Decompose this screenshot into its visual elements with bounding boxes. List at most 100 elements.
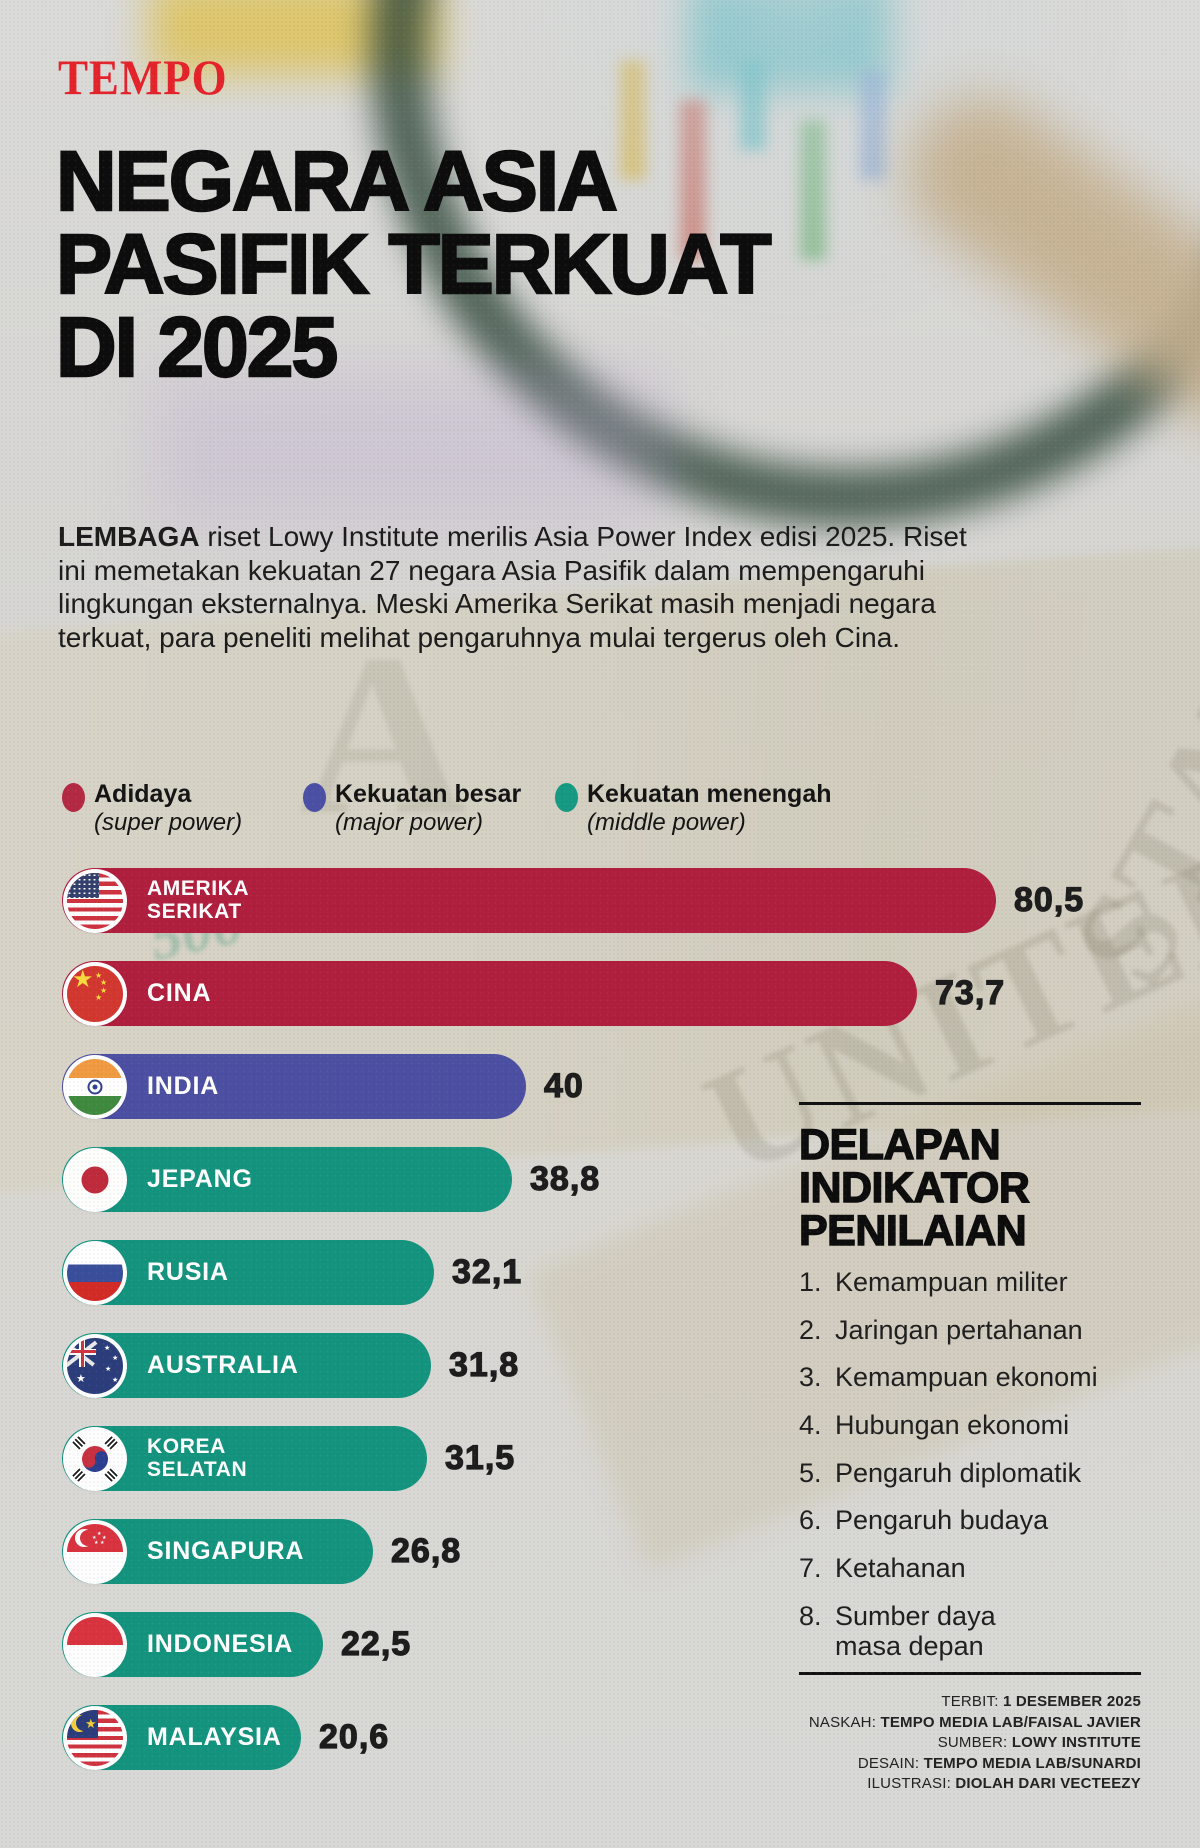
bar-row: JEPANG 38,8: [62, 1147, 1084, 1212]
bar-label: INDONESIA: [147, 1630, 294, 1659]
legend-dot-icon: [62, 783, 85, 812]
bar-id: INDONESIA: [62, 1612, 323, 1677]
flag-sg-icon: ★ ★ ★ ★ ★: [67, 1523, 123, 1580]
bar-sg: ★ ★ ★ ★ ★ SINGAPURA: [62, 1519, 373, 1584]
bar-my: ★ MALAYSIA: [62, 1705, 301, 1770]
flag-us-icon: [67, 872, 123, 929]
bar-cn: ★ ★ ★ ★ ★ CINA: [62, 961, 917, 1026]
bar-label: AMERIKA SERIKAT: [147, 877, 250, 923]
credit-label: TERBIT:: [941, 1693, 1003, 1710]
bar-value: 22,5: [340, 1624, 412, 1663]
flag-cn-icon: ★ ★ ★ ★ ★: [67, 965, 123, 1022]
credit-label: SUMBER:: [937, 1734, 1012, 1751]
title-line-3: DI 2025: [55, 300, 340, 395]
legend-item: Kekuatan besar (major power): [303, 780, 521, 836]
indicator-number: 6.: [799, 1505, 822, 1536]
credit-label: ILUSTRASI:: [867, 1775, 956, 1792]
flag-id-icon: [67, 1616, 123, 1673]
credit-value: DIOLAH DARI VECTEEZY: [955, 1775, 1141, 1792]
indicators-heading-line-2: INDIKATOR: [798, 1164, 1030, 1212]
credit-line: TERBIT: 1 DESEMBER 2025: [799, 1692, 1141, 1713]
bar-row: AMERIKA SERIKAT 80,5: [62, 868, 1084, 933]
indicator-number: 5.: [799, 1457, 822, 1488]
bar-row: ★ ★ ★ ★ ★ AUSTRALIA 31,8: [62, 1333, 1084, 1398]
flag-kr-icon: [67, 1430, 123, 1487]
bar-row: ★ MALAYSIA 20,6: [62, 1705, 1084, 1770]
bar-value: 80,5: [1013, 880, 1085, 919]
divider: [799, 1102, 1141, 1105]
indicator-item: 2. Jaringan pertahanan: [799, 1314, 1141, 1346]
indicator-number: 7.: [799, 1553, 822, 1584]
indicator-item: 3. Kemampuan ekonomi: [799, 1363, 1141, 1393]
flag-in-icon: [67, 1058, 123, 1115]
bar-label: AUSTRALIA: [147, 1351, 299, 1380]
indicator-text: Kemampuan militer: [835, 1267, 1068, 1297]
bar-value: 31,8: [448, 1345, 520, 1384]
bar-ru: RUSIA: [62, 1240, 434, 1305]
indicator-text: Sumber daya masa depan: [835, 1600, 996, 1661]
indicators-heading: DELAPAN INDIKATOR PENILAIAN: [798, 1121, 1030, 1255]
indicator-text: Pengaruh budaya: [835, 1505, 1049, 1536]
bar-row: INDONESIA 22,5: [62, 1612, 1084, 1677]
bar-us: AMERIKA SERIKAT: [62, 868, 996, 933]
tempo-logo: TEMPO: [58, 49, 228, 105]
flag-my-icon: ★: [67, 1709, 123, 1766]
dollar-watermark-letter: A: [300, 607, 467, 862]
bar-row: RUSIA 32,1: [62, 1240, 1084, 1305]
credit-value: TEMPO MEDIA LAB/SUNARDI: [923, 1754, 1141, 1772]
bar-value: 26,8: [390, 1531, 462, 1570]
bar-row: ★ ★ ★ ★ ★ CINA 73,7: [62, 961, 1084, 1026]
intro-paragraph: LEMBAGA riset Lowy Institute merilis Asi…: [58, 520, 998, 654]
flag-jp-icon: [67, 1151, 123, 1208]
legend-label: Kekuatan menengah: [587, 780, 832, 808]
bar-value: 38,8: [529, 1159, 601, 1198]
legend-sublabel: (middle power): [587, 808, 746, 836]
bar-row: ★ ★ ★ ★ ★ SINGAPURA 26,8: [62, 1519, 1084, 1584]
indicator-number: 3.: [799, 1362, 822, 1393]
credit-line: DESAIN: TEMPO MEDIA LAB/SUNARDI: [799, 1754, 1141, 1775]
indicators-heading-line-1: DELAPAN: [798, 1121, 1001, 1169]
legend-item: Kekuatan menengah (middle power): [555, 780, 832, 836]
credit-line: SUMBER: LOWY INSTITUTE: [799, 1733, 1141, 1754]
bar-chart: AMERIKA SERIKAT 80,5 ★ ★ ★ ★ ★ CINA 73,7 INDIA 40 JE…: [62, 868, 1084, 1798]
bar-value: 40: [543, 1066, 584, 1105]
bar-value: 32,1: [451, 1252, 523, 1291]
indicator-number: 1.: [799, 1267, 822, 1297]
bar-value: 31,5: [444, 1438, 516, 1477]
bar-kr: KOREA SELATAN: [62, 1426, 427, 1491]
bar-label: KOREA SELATAN: [147, 1435, 248, 1481]
legend-dot-icon: [555, 783, 578, 812]
credit-line: ILUSTRASI: DIOLAH DARI VECTEEZY: [799, 1774, 1141, 1795]
bar-label: MALAYSIA: [147, 1723, 282, 1752]
indicator-number: 2.: [799, 1314, 822, 1345]
bar-jp: JEPANG: [62, 1147, 512, 1212]
legend: Adidaya (super power) Kekuatan besar (major…: [0, 780, 1200, 851]
indicator-text: Jaringan pertahanan: [835, 1314, 1083, 1345]
indicator-item: 8. Sumber daya masa depan: [799, 1600, 1141, 1661]
indicator-item: 4. Hubungan ekonomi: [799, 1410, 1141, 1441]
credits: TERBIT: 1 DESEMBER 2025 NASKAH: TEMPO MED…: [799, 1692, 1141, 1795]
bar-row: INDIA 40: [62, 1054, 1084, 1119]
legend-item: Adidaya (super power): [62, 780, 243, 836]
bar-label: INDIA: [147, 1072, 220, 1101]
indicator-item: 5. Pengaruh diplomatik: [799, 1457, 1141, 1489]
credit-label: NASKAH:: [808, 1713, 881, 1731]
page-title: NEGARA ASIA PASIFIK TERKUAT DI 2025: [55, 134, 773, 395]
bar-value: 20,6: [318, 1717, 390, 1756]
indicator-number: 8.: [799, 1600, 822, 1631]
bar-label: JEPANG: [147, 1165, 253, 1194]
legend-dot-icon: [303, 783, 326, 812]
indicator-text: Ketahanan: [835, 1553, 966, 1584]
intro-lead: LEMBAGA: [58, 521, 200, 552]
bar-row: KOREA SELATAN 31,5: [62, 1426, 1084, 1491]
title-line-1: NEGARA ASIA: [55, 134, 619, 228]
legend-sublabel: (super power): [94, 808, 243, 836]
credit-value: 1 DESEMBER 2025: [1002, 1693, 1141, 1710]
indicator-item: 7. Ketahanan: [799, 1553, 1141, 1584]
bar-label: CINA: [147, 979, 212, 1008]
bar-label: RUSIA: [147, 1258, 229, 1287]
credit-value: LOWY INSTITUTE: [1011, 1734, 1141, 1751]
indicators-heading-line-3: PENILAIAN: [798, 1207, 1027, 1255]
